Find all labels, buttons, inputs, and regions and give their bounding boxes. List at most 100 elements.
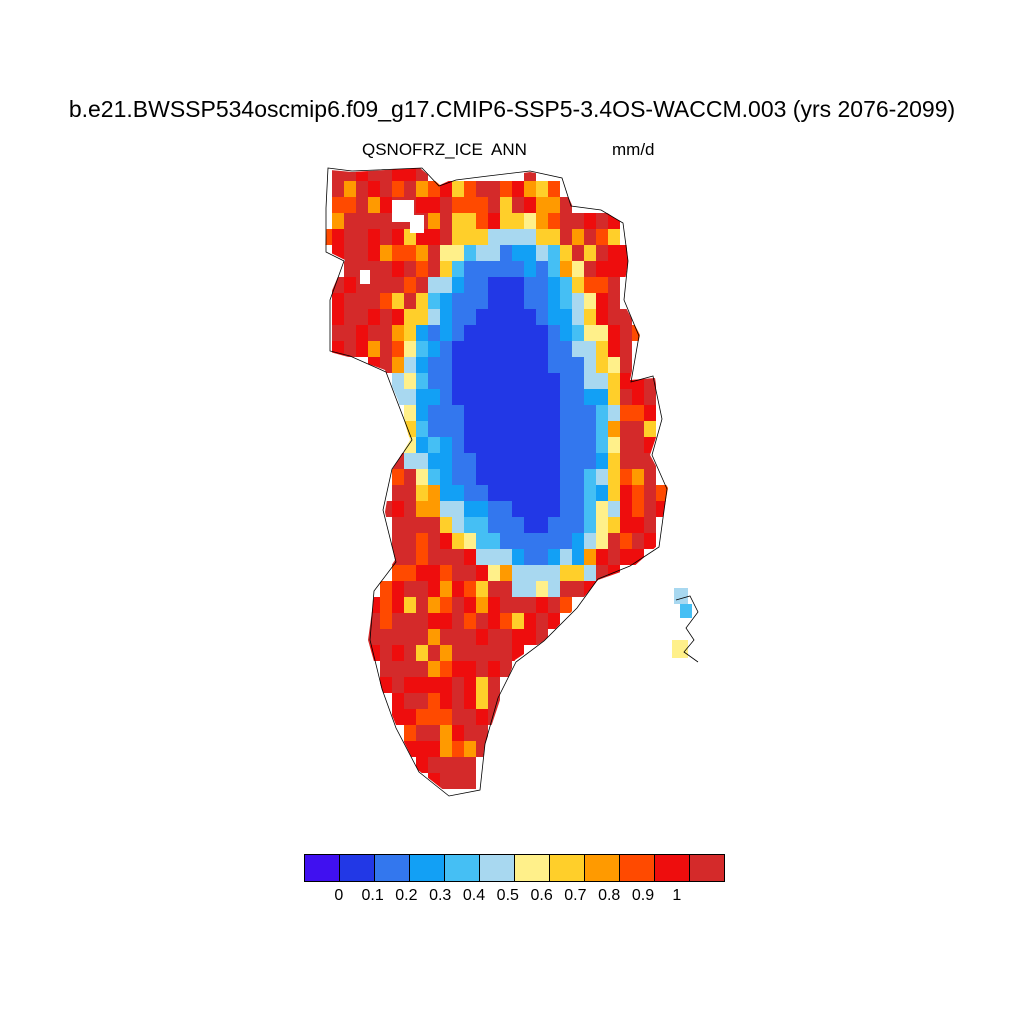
grid-cell: [488, 277, 500, 293]
grid-cell: [548, 245, 560, 261]
grid-cell: [476, 709, 488, 725]
grid-cell: [500, 453, 512, 469]
grid-cell: [452, 245, 464, 261]
grid-cell: [464, 645, 476, 661]
grid-cell: [500, 357, 512, 373]
grid-cell: [500, 533, 512, 549]
grid-cell: [380, 181, 392, 197]
grid-cell: [608, 533, 620, 549]
grid-cell: [416, 581, 428, 597]
grid-cell: [452, 293, 464, 309]
grid-cell: [440, 661, 452, 677]
grid-cell: [572, 325, 584, 341]
grid-cell: [608, 357, 620, 373]
grid-cell: [428, 261, 440, 277]
grid-cell: [536, 197, 548, 213]
grid-cell: [428, 293, 440, 309]
grid-cell: [536, 373, 548, 389]
grid-cell: [620, 357, 632, 373]
grid-cell: [476, 309, 488, 325]
grid-cell: [548, 357, 560, 373]
colorbar-swatch: [479, 854, 515, 882]
grid-cell: [476, 357, 488, 373]
grid-cell: [596, 325, 608, 341]
grid-cell: [440, 341, 452, 357]
grid-cell: [596, 469, 608, 485]
grid-cell: [440, 485, 452, 501]
grid-cell: [392, 565, 404, 581]
grid-cell: [524, 565, 536, 581]
grid-cell: [632, 549, 644, 565]
grid-cell: [476, 389, 488, 405]
grid-cell: [404, 373, 416, 389]
grid-cell: [452, 597, 464, 613]
grid-cell: [440, 709, 452, 725]
grid-cell: [560, 405, 572, 421]
grid-cell: [560, 309, 572, 325]
grid-cell: [464, 277, 476, 293]
grid-cell: [416, 533, 428, 549]
grid-cell: [560, 197, 572, 213]
grid-cell: [452, 421, 464, 437]
grid-cell: [584, 517, 596, 533]
grid-cell: [392, 661, 404, 677]
grid-cell: [428, 373, 440, 389]
grid-cell: [536, 277, 548, 293]
grid-cell: [524, 437, 536, 453]
grid-cell: [464, 565, 476, 581]
grid-cell: [476, 581, 488, 597]
grid-cell: [560, 213, 572, 229]
grid-cell: [596, 501, 608, 517]
grid-cell: [452, 357, 464, 373]
grid-cell: [452, 325, 464, 341]
grid-cell: [476, 517, 488, 533]
grid-cell: [548, 405, 560, 421]
grid-cell: [440, 517, 452, 533]
grid-cell: [404, 325, 416, 341]
grid-cell: [560, 389, 572, 405]
grid-cell: [572, 373, 584, 389]
grid-cell: [404, 565, 416, 581]
grid-cell: [392, 341, 404, 357]
grid-cell: [500, 597, 512, 613]
grid-cell: [596, 453, 608, 469]
grid-cell: [476, 549, 488, 565]
grid-cell: [596, 565, 608, 581]
grid-cell: [464, 373, 476, 389]
grid-cell: [572, 581, 584, 597]
grid-cell: [440, 597, 452, 613]
grid-cell: [512, 357, 524, 373]
grid-cell: [584, 421, 596, 437]
grid-cell: [500, 277, 512, 293]
colorbar-label: 0: [334, 887, 344, 904]
grid-cell: [536, 245, 548, 261]
grid-cell: [416, 661, 428, 677]
grid-cell: [392, 613, 404, 629]
grid-cell: [344, 213, 356, 229]
grid-cell: [548, 293, 560, 309]
grid-cell: [548, 437, 560, 453]
grid-cell: [488, 293, 500, 309]
grid-cell: [440, 501, 452, 517]
grid-cell: [608, 293, 620, 309]
grid-cell: [488, 613, 500, 629]
grid-cell: [572, 565, 584, 581]
grid-cell: [392, 245, 404, 261]
grid-cell: [464, 405, 476, 421]
grid-cell: [464, 549, 476, 565]
grid-cell: [452, 549, 464, 565]
grid-cell: [325, 229, 332, 245]
grid-cell: [644, 533, 656, 549]
grid-cell: [464, 181, 476, 197]
grid-cell: [368, 181, 380, 197]
grid-cell: [476, 693, 488, 709]
grid-cell: [464, 261, 476, 277]
grid-cell: [560, 357, 572, 373]
grid-cell: [488, 565, 500, 581]
grid-cell: [500, 341, 512, 357]
grid-cell: [416, 261, 428, 277]
grid-cell: [572, 501, 584, 517]
grid-cell: [488, 629, 500, 645]
grid-cell: [548, 309, 560, 325]
grid-cell: [368, 293, 380, 309]
